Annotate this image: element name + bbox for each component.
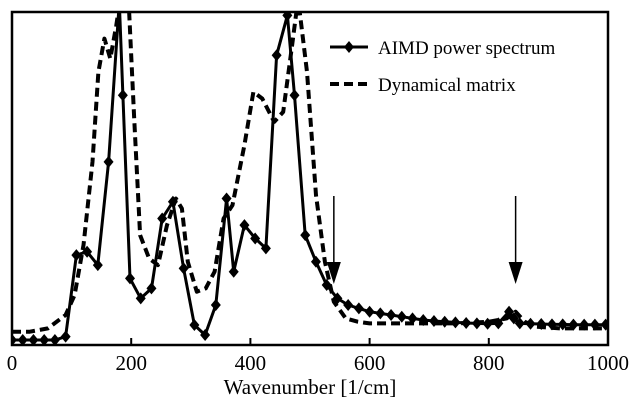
- aimd-data-point: [60, 330, 71, 343]
- aimd-data-point: [600, 318, 608, 331]
- x-axis: 0 200 400 600 800 1000: [7, 338, 629, 375]
- aimd-data-point: [514, 317, 525, 330]
- aimd-data-point: [92, 259, 103, 272]
- aimd-data-point: [271, 49, 282, 62]
- aimd-data-point: [375, 307, 386, 320]
- x-tick-label: 600: [354, 351, 386, 375]
- aimd-data-point: [250, 232, 261, 245]
- aimd-data-point: [310, 255, 321, 268]
- x-tick-label: 1000: [587, 351, 629, 375]
- x-tick-label: 400: [235, 351, 267, 375]
- aimd-data-point: [178, 262, 189, 275]
- legend-label-dynamical: Dynamical matrix: [378, 75, 516, 96]
- annotation-arrows: [326, 196, 523, 284]
- aimd-data-point: [210, 299, 221, 312]
- aimd-data-point: [386, 309, 397, 322]
- aimd-data-point: [396, 310, 407, 323]
- aimd-data-point: [282, 12, 293, 22]
- aimd-data-point: [300, 229, 311, 242]
- aimd-data-point: [364, 305, 375, 318]
- x-axis-title: Wavenumber [1/cm]: [224, 375, 397, 399]
- plot-frame: [10, 10, 610, 347]
- aimd-data-point: [407, 312, 418, 325]
- legend-marker-aimd: [344, 41, 354, 53]
- aimd-data-point: [17, 334, 28, 345]
- aimd-data-point: [289, 89, 300, 102]
- aimd-data-point: [39, 334, 50, 345]
- aimd-data-point: [114, 0, 124, 8]
- aimd-data-point: [135, 292, 146, 305]
- aimd-data-point: [49, 334, 60, 345]
- aimd-data-point: [228, 265, 239, 278]
- aimd-data-point: [28, 334, 39, 345]
- aimd-data-point: [189, 319, 200, 332]
- aimd-data-point: [103, 155, 114, 168]
- aimd-data-point: [260, 242, 271, 255]
- aimd-data-point: [146, 282, 157, 295]
- dynamical-matrix-line: [12, 12, 608, 334]
- x-tick-label: 0: [7, 351, 18, 375]
- aimd-data-point: [157, 212, 168, 225]
- aimd-data-point: [71, 249, 82, 262]
- annotation-arrow: [326, 196, 341, 284]
- x-tick-label: 200: [115, 351, 147, 375]
- x-tick-label: 800: [473, 351, 505, 375]
- aimd-data-point: [343, 299, 354, 312]
- aimd-data-point: [221, 192, 232, 205]
- aimd-data-point: [239, 219, 250, 232]
- aimd-data-point: [200, 329, 211, 342]
- aimd-data-point: [125, 272, 136, 285]
- series-layer: [12, 0, 608, 345]
- aimd-data-point: [117, 89, 128, 102]
- legend: AIMD power spectrum Dynamical matrix: [330, 38, 556, 96]
- aimd-data-point: [353, 302, 364, 315]
- annotation-arrow: [508, 196, 523, 284]
- aimd-data-point: [504, 305, 515, 318]
- legend-label-aimd: AIMD power spectrum: [378, 38, 556, 59]
